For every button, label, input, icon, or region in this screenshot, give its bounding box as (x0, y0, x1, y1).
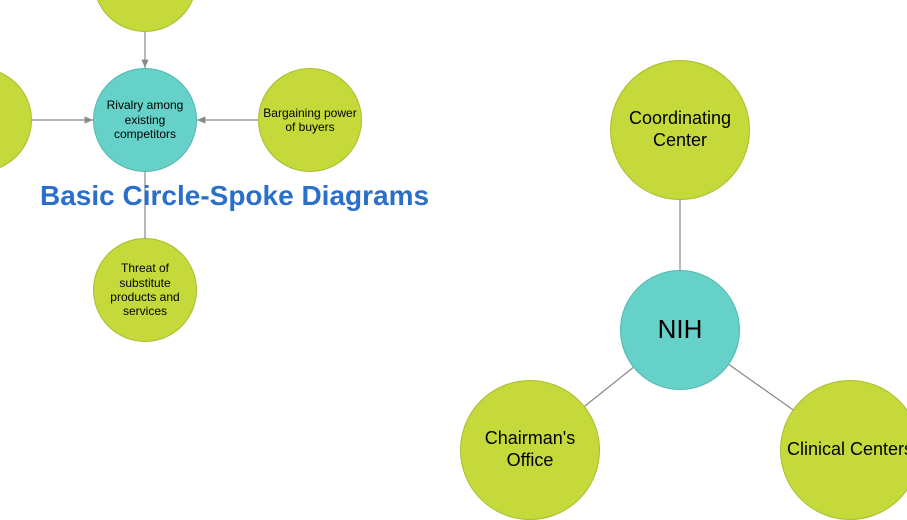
left-bargaining-buyers: Bargaining power of buyers (258, 68, 362, 172)
left-threat-substitute-label: Threat of substitute products and servic… (94, 257, 196, 323)
left-rivalry: Rivalry among existing competitors (93, 68, 197, 172)
left-threat-substitute: Threat of substitute products and servic… (93, 238, 197, 342)
right-nih-label: NIH (654, 310, 707, 349)
page-title: Basic Circle-Spoke Diagrams (40, 180, 429, 212)
left-bargaining-buyers-label: Bargaining power of buyers (259, 102, 361, 139)
right-coordinating-center-label: Coordinating Center (611, 104, 749, 155)
edge (729, 365, 793, 410)
left-top-partial (93, 0, 197, 32)
right-clinical-centers-label: Clinical Centers (783, 435, 907, 465)
left-rivalry-label: Rivalry among existing competitors (94, 94, 196, 145)
right-chairmans-office-label: Chairman's Office (461, 424, 599, 475)
edge (585, 367, 633, 406)
left-left-partial: g (0, 68, 32, 172)
right-coordinating-center: Coordinating Center (610, 60, 750, 200)
right-nih: NIH (620, 270, 740, 390)
right-clinical-centers: Clinical Centers (780, 380, 907, 520)
right-chairmans-office: Chairman's Office (460, 380, 600, 520)
